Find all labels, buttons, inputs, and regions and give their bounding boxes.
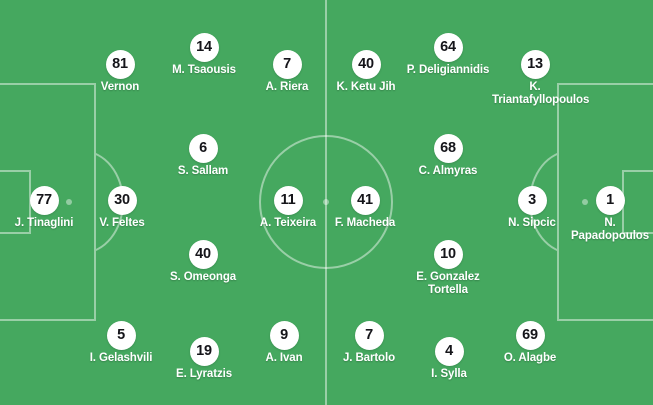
away-player-13[interactable]: 13 K. Triantafyllopoulos — [475, 50, 595, 106]
shirt-number-badge[interactable]: 64 — [433, 33, 463, 62]
player-name: P. Deligiannidis — [406, 64, 490, 76]
shirt-number-badge[interactable]: 30 — [107, 186, 137, 215]
player-name: V. Feltes — [99, 217, 145, 229]
player-name: K. Triantafyllopoulos — [492, 81, 590, 106]
player-name: O. Alagbe — [503, 352, 557, 364]
shirt-number-badge[interactable]: 6 — [188, 134, 218, 163]
shirt-number-badge[interactable]: 1 — [595, 186, 625, 215]
home-player-14[interactable]: 14 M. Tsaousis — [144, 33, 264, 77]
home-player-6[interactable]: 6 S. Sallam — [143, 134, 263, 178]
player-name: I. Sylla — [431, 368, 467, 380]
shirt-number-badge[interactable]: 7 — [272, 50, 302, 79]
shirt-number-badge[interactable]: 41 — [350, 186, 380, 215]
shirt-number-badge[interactable]: 77 — [29, 186, 59, 215]
home-player-5[interactable]: 5 I. Gelashvili — [61, 321, 181, 365]
player-name: S. Sallam — [177, 165, 229, 177]
shirt-number-badge[interactable]: 10 — [433, 240, 463, 269]
shirt-number-badge[interactable]: 81 — [105, 50, 135, 79]
away-player-41[interactable]: 41 F. Macheda — [305, 186, 425, 230]
player-name: N. Sipcic — [508, 217, 556, 229]
shirt-number-badge[interactable]: 68 — [433, 134, 463, 163]
shirt-number-badge[interactable]: 7 — [354, 321, 384, 350]
player-name: E. Gonzalez Tortella — [416, 271, 480, 296]
player-name: N. Papadopoulos — [570, 217, 650, 242]
shirt-number-badge[interactable]: 40 — [351, 50, 381, 79]
home-player-30[interactable]: 30 V. Feltes — [62, 186, 182, 230]
shirt-number-badge[interactable]: 40 — [188, 240, 218, 269]
home-player-7[interactable]: 7 A. Riera — [227, 50, 347, 94]
player-name: I. Gelashvili — [89, 352, 153, 364]
player-name: E. Lyratzis — [176, 368, 232, 380]
away-player-64[interactable]: 64 P. Deligiannidis — [388, 33, 508, 77]
away-player-3[interactable]: 3 N. Sipcic — [472, 186, 592, 230]
player-name: A. Riera — [265, 81, 309, 93]
shirt-number-badge[interactable]: 69 — [515, 321, 545, 350]
player-name: Vernon — [100, 81, 140, 93]
away-player-40[interactable]: 40 K. Ketu Jih — [306, 50, 426, 94]
shirt-number-badge[interactable]: 11 — [273, 186, 303, 215]
away-player-68[interactable]: 68 C. Almyras — [388, 134, 508, 178]
home-player-9[interactable]: 9 A. Ivan — [224, 321, 344, 365]
away-player-4[interactable]: 4 I. Sylla — [389, 337, 509, 381]
shirt-number-badge[interactable]: 3 — [517, 186, 547, 215]
player-name: S. Omeonga — [169, 271, 237, 283]
player-name: J. Tinaglini — [14, 217, 74, 229]
player-name: J. Bartolo — [342, 352, 396, 364]
shirt-number-badge[interactable]: 13 — [520, 50, 550, 79]
home-player-40[interactable]: 40 S. Omeonga — [143, 240, 263, 284]
shirt-number-badge[interactable]: 5 — [106, 321, 136, 350]
player-name: A. Ivan — [265, 352, 303, 364]
player-name: A. Teixeira — [259, 217, 317, 229]
player-name: K. Ketu Jih — [336, 81, 396, 93]
shirt-number-badge[interactable]: 14 — [189, 33, 219, 62]
home-player-19[interactable]: 19 E. Lyratzis — [144, 337, 264, 381]
player-name: M. Tsaousis — [172, 64, 236, 76]
shirt-number-badge[interactable]: 9 — [269, 321, 299, 350]
home-player-81[interactable]: 81 Vernon — [60, 50, 180, 94]
away-player-10[interactable]: 10 E. Gonzalez Tortella — [388, 240, 508, 296]
shirt-number-badge[interactable]: 19 — [189, 337, 219, 366]
away-player-1[interactable]: 1 N. Papadopoulos — [550, 186, 653, 242]
away-player-69[interactable]: 69 O. Alagbe — [470, 321, 590, 365]
away-player-7[interactable]: 7 J. Bartolo — [309, 321, 429, 365]
home-player-77[interactable]: 77 J. Tinaglini — [0, 186, 104, 230]
home-player-11[interactable]: 11 A. Teixeira — [228, 186, 348, 230]
shirt-number-badge[interactable]: 4 — [434, 337, 464, 366]
player-name: C. Almyras — [418, 165, 478, 177]
player-name: F. Macheda — [334, 217, 396, 229]
